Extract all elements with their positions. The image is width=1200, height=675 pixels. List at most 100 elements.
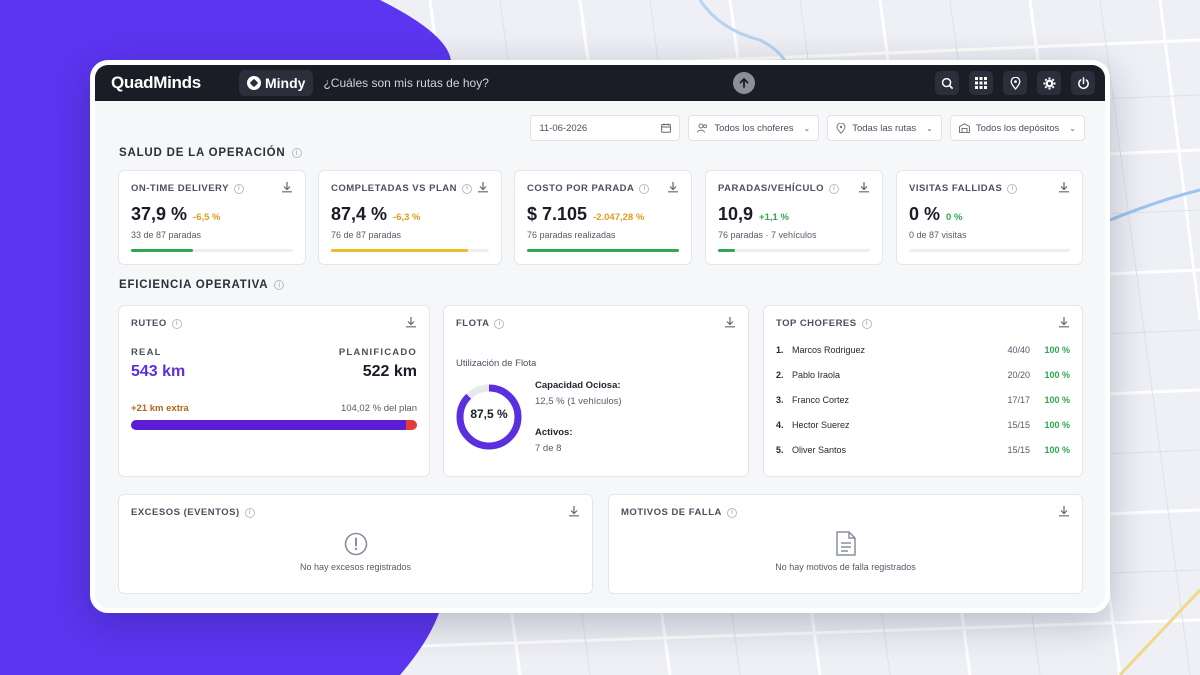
driver-score: 17/17 — [1007, 395, 1030, 405]
driver-name: Pablo Iraola — [792, 370, 841, 380]
kpi-title-label: COMPLETADAS VS PLAN — [331, 183, 457, 194]
kpi-title: VISITAS FALLIDAS i — [909, 183, 1018, 194]
kpi-progress-bar — [718, 249, 870, 252]
idle-capacity-label: Capacidad Ociosa: — [535, 380, 621, 391]
download-icon[interactable] — [405, 316, 417, 328]
gear-icon — [1042, 76, 1056, 90]
kpi-value: 87,4 % — [331, 204, 388, 224]
fleet-gauge — [456, 384, 522, 450]
driver-percent: 100 % — [1044, 345, 1070, 355]
routes-value: Todas las rutas — [852, 122, 917, 134]
location-button[interactable] — [1003, 71, 1027, 95]
kpi-delta: -6,3 % — [393, 212, 421, 223]
download-icon[interactable] — [858, 181, 870, 193]
driver-percent: 100 % — [1044, 420, 1070, 430]
download-icon[interactable] — [568, 505, 580, 517]
settings-button[interactable] — [1037, 71, 1061, 95]
search-button[interactable] — [935, 71, 959, 95]
logout-button[interactable] — [1071, 71, 1095, 95]
driver-name: Oliver Santos — [792, 445, 847, 455]
motivos-title: MOTIVOS DE FALLA i — [621, 507, 737, 518]
kpi-progress-bar — [909, 249, 1070, 252]
kpi-value-row: 37,9 % -6,5 % — [131, 204, 221, 225]
info-icon[interactable]: i — [291, 148, 302, 158]
kpi-card: ON-TIME DELIVERY i 37,9 % -6,5 % 33 de 87 pa… — [118, 170, 306, 265]
kpi-progress-fill — [131, 249, 193, 252]
download-icon[interactable] — [724, 316, 736, 328]
list-item[interactable]: 1. Marcos Rodriguez 40/40 100 % — [776, 343, 1070, 357]
kpi-title: PARADAS/VEHÍCULO i — [718, 183, 839, 194]
dashboard-window: QuadMinds Mindy ¿Cuáles son mis rutas de… — [90, 60, 1110, 613]
kpi-delta: +1,1 % — [759, 212, 789, 223]
efficiency-section-title: EFICIENCIA OPERATIVA i — [119, 279, 285, 291]
kpi-title: COMPLETADAS VS PLAN i — [331, 183, 472, 194]
download-icon[interactable] — [667, 181, 679, 193]
info-icon[interactable]: i — [461, 183, 472, 194]
brand-logo[interactable]: QuadMinds — [111, 73, 239, 93]
info-icon[interactable]: i — [244, 507, 255, 518]
kpi-value-row: 0 % 0 % — [909, 204, 962, 225]
excesos-empty-text: No hay excesos registrados — [299, 562, 412, 572]
kpi-delta: -6,5 % — [193, 212, 221, 223]
driver-rank: 2. — [776, 370, 784, 380]
kpi-title-label: VISITAS FALLIDAS — [909, 183, 1003, 194]
calendar-icon — [661, 123, 672, 133]
ruteo-card: RUTEO i REAL PLANIFICADO 543 km 522 km +… — [118, 305, 430, 477]
info-icon[interactable]: i — [274, 280, 285, 290]
filter-bar: 11-06-2026 Todos los choferes ⌄ Todas la… — [530, 115, 1085, 141]
info-icon[interactable]: i — [726, 507, 737, 518]
info-icon[interactable]: i — [639, 183, 650, 194]
driver-rank: 3. — [776, 395, 784, 405]
routes-select[interactable]: Todas las rutas ⌄ — [827, 115, 942, 141]
idle-capacity-value: 12,5 % (1 vehículos) — [535, 396, 622, 407]
info-icon[interactable]: i — [494, 318, 505, 329]
excesos-title: EXCESOS (EVENTOS) i — [131, 507, 255, 518]
list-item[interactable]: 4. Hector Suerez 15/15 100 % — [776, 418, 1070, 432]
list-item[interactable]: 5. Oliver Santos 15/15 100 % — [776, 443, 1070, 457]
kpi-value: $ 7.105 — [527, 204, 588, 224]
driver-percent: 100 % — [1044, 395, 1070, 405]
excesos-card: EXCESOS (EVENTOS) i No hay excesos regis… — [118, 494, 593, 594]
chevron-down-icon: ⌄ — [1069, 123, 1076, 133]
download-icon[interactable] — [1058, 316, 1070, 328]
kpi-progress-fill — [718, 249, 735, 252]
kpi-progress-fill — [331, 249, 469, 252]
date-picker[interactable]: 11-06-2026 — [530, 115, 681, 141]
list-item[interactable]: 3. Franco Cortez 17/17 100 % — [776, 393, 1070, 407]
download-icon[interactable] — [1058, 505, 1070, 517]
download-icon[interactable] — [281, 181, 293, 193]
mindy-assistant-button[interactable]: Mindy — [239, 70, 314, 96]
download-icon[interactable] — [477, 181, 489, 193]
depots-select[interactable]: Todos los depósitos ⌄ — [949, 115, 1085, 141]
real-km-value: 543 km — [131, 363, 186, 380]
kpi-card: COSTO POR PARADA i $ 7.105 -2.047,28 % 76 pa… — [514, 170, 692, 265]
planned-km-value: 522 km — [362, 363, 417, 380]
top-drivers-card: TOP CHOFERES i 1. Marcos Rodriguez 40/40 10… — [763, 305, 1083, 477]
kpi-title: COSTO POR PARADA i — [527, 183, 650, 194]
health-section-title: SALUD DE LA OPERACIÓN i — [119, 147, 302, 159]
depots-value: Todos los depósitos — [975, 122, 1060, 134]
info-icon[interactable]: i — [829, 183, 839, 194]
info-icon[interactable]: i — [1007, 183, 1018, 194]
flota-subtitle: Utilización de Flota — [456, 358, 537, 369]
drivers-select[interactable]: Todos los choferes ⌄ — [688, 115, 820, 141]
motivos-empty-text: No hay motivos de falla registrados — [775, 562, 916, 572]
info-icon[interactable]: i — [171, 318, 182, 329]
kpi-value: 37,9 % — [131, 204, 188, 224]
kpi-value-row: 87,4 % -6,3 % — [331, 204, 421, 225]
alert-circle-icon — [344, 532, 367, 556]
info-icon[interactable]: i — [861, 318, 872, 329]
list-item[interactable]: 2. Pablo Iraola 20/20 100 % — [776, 368, 1070, 382]
driver-name: Marcos Rodriguez — [792, 345, 866, 355]
send-prompt-button[interactable] — [733, 72, 756, 94]
assistant-prompt-input[interactable]: ¿Cuáles son mis rutas de hoy? — [323, 76, 489, 90]
info-icon[interactable]: i — [233, 183, 244, 194]
apps-button[interactable] — [969, 71, 993, 95]
planned-label: PLANIFICADO — [338, 347, 417, 358]
driver-score: 40/40 — [1007, 345, 1030, 355]
ruteo-progress-fill — [131, 420, 406, 430]
active-label: Activos: — [535, 427, 573, 438]
motivos-title-label: MOTIVOS DE FALLA — [621, 507, 722, 518]
warehouse-icon — [958, 123, 970, 133]
download-icon[interactable] — [1058, 181, 1070, 193]
